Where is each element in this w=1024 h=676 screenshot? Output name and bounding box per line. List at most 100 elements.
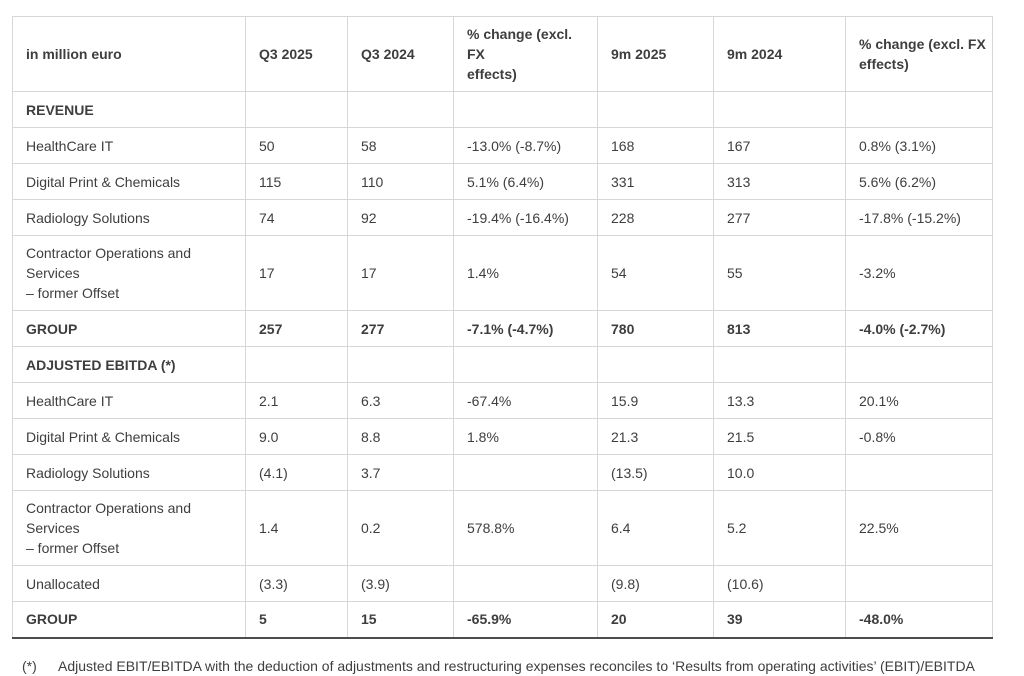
cell: -13.0% (-8.7%): [453, 127, 598, 164]
cell: (13.5): [597, 454, 714, 491]
table-row: Radiology Solutions (4.1) 3.7 (13.5) 10.0: [12, 454, 993, 491]
cell: [453, 346, 598, 383]
cell: 15.9: [597, 382, 714, 419]
column-header: Q3 2025: [245, 16, 348, 92]
cell: 5.6% (6.2%): [845, 163, 993, 200]
cell: (3.9): [347, 565, 454, 602]
row-label: Unallocated: [12, 565, 246, 602]
row-label: ADJUSTED EBITDA (*): [12, 346, 246, 383]
footnote-text: Adjusted EBIT/EBITDA with the deduction …: [58, 657, 975, 674]
cell: (3.3): [245, 565, 348, 602]
cell: 0.2: [347, 490, 454, 566]
cell: [453, 454, 598, 491]
cell: -17.8% (-15.2%): [845, 199, 993, 236]
cell: 0.8% (3.1%): [845, 127, 993, 164]
cell: 277: [713, 199, 846, 236]
row-label: Digital Print & Chemicals: [12, 418, 246, 455]
column-header: % change (excl. FX effects): [453, 16, 598, 92]
cell: 2.1: [245, 382, 348, 419]
cell: [713, 346, 846, 383]
cell: [845, 91, 993, 128]
cell: 54: [597, 235, 714, 311]
cell: [453, 565, 598, 602]
row-label: Contractor Operations and Services – for…: [12, 235, 246, 311]
cell: 115: [245, 163, 348, 200]
cell: [597, 346, 714, 383]
cell: [845, 454, 993, 491]
cell: 228: [597, 199, 714, 236]
row-label: GROUP: [12, 310, 246, 347]
cell: 168: [597, 127, 714, 164]
financial-results-table: in million euro Q3 2025 Q3 2024% change (e…: [12, 16, 993, 639]
cell: 58: [347, 127, 454, 164]
cell: -4.0% (-2.7%): [845, 310, 993, 347]
cell: 13.3: [713, 382, 846, 419]
cell: 21.5: [713, 418, 846, 455]
cell: 110: [347, 163, 454, 200]
column-header: % change (excl. FX effects): [845, 16, 993, 92]
cell: 5.1% (6.4%): [453, 163, 598, 200]
row-label: Contractor Operations and Services – for…: [12, 490, 246, 566]
cell: [453, 91, 598, 128]
cell: -3.2%: [845, 235, 993, 311]
row-label: Digital Print & Chemicals: [12, 163, 246, 200]
cell: 257: [245, 310, 348, 347]
table-row: Contractor Operations and Services – for…: [12, 235, 993, 311]
column-header: 9m 2024: [713, 16, 846, 92]
cell: [245, 346, 348, 383]
cell: -0.8%: [845, 418, 993, 455]
cell: (4.1): [245, 454, 348, 491]
cell: 1.4%: [453, 235, 598, 311]
table-body: REVENUE HealthCare IT 50 58 -13.0% (-8.7%) 16…: [12, 91, 993, 639]
cell: 6.4: [597, 490, 714, 566]
cell: -67.4%: [453, 382, 598, 419]
cell: [347, 346, 454, 383]
cell: 8.8: [347, 418, 454, 455]
cell: 167: [713, 127, 846, 164]
cell: 5.2: [713, 490, 846, 566]
table-row: HealthCare IT 50 58 -13.0% (-8.7%) 168 167 0.8…: [12, 127, 993, 164]
cell: 20.1%: [845, 382, 993, 419]
row-label: HealthCare IT: [12, 127, 246, 164]
table-row: Contractor Operations and Services – for…: [12, 490, 993, 566]
cell: 331: [597, 163, 714, 200]
column-header: Q3 2024: [347, 16, 454, 92]
cell: 55: [713, 235, 846, 311]
total-row: GROUP 257 277 -7.1% (-4.7%) 780 813 -4.0% (-2.…: [12, 310, 993, 347]
table-row: HealthCare IT 2.1 6.3 -67.4% 15.9 13.3 20.1%: [12, 382, 993, 419]
cell: 3.7: [347, 454, 454, 491]
cell: 17: [245, 235, 348, 311]
cell: 10.0: [713, 454, 846, 491]
section-row: REVENUE: [12, 91, 993, 128]
table-row: Digital Print & Chemicals 115 110 5.1% (6.4…: [12, 163, 993, 200]
column-header: in million euro: [12, 16, 246, 92]
section-row: ADJUSTED EBITDA (*): [12, 346, 993, 383]
row-label: Radiology Solutions: [12, 454, 246, 491]
cell: 9.0: [245, 418, 348, 455]
cell: -7.1% (-4.7%): [453, 310, 598, 347]
cell: 21.3: [597, 418, 714, 455]
table-row: Unallocated (3.3) (3.9) (9.8) (10.6): [12, 565, 993, 602]
cell: [713, 91, 846, 128]
cell: 578.8%: [453, 490, 598, 566]
cell: 92: [347, 199, 454, 236]
cell: [597, 91, 714, 128]
cell: [347, 91, 454, 128]
cell: -19.4% (-16.4%): [453, 199, 598, 236]
cell: [245, 91, 348, 128]
row-label: REVENUE: [12, 91, 246, 128]
footnote: (*) Adjusted EBIT/EBITDA with the deduct…: [12, 656, 1012, 676]
row-label: Radiology Solutions: [12, 199, 246, 236]
cell: 1.8%: [453, 418, 598, 455]
table-row: Radiology Solutions 74 92 -19.4% (-16.4%) 22…: [12, 199, 993, 236]
table-row: Digital Print & Chemicals 9.0 8.8 1.8% 21.3 2…: [12, 418, 993, 455]
cell: [845, 346, 993, 383]
cell: 780: [597, 310, 714, 347]
cell: [845, 565, 993, 602]
cell: 22.5%: [845, 490, 993, 566]
cell: 1.4: [245, 490, 348, 566]
cell: 813: [713, 310, 846, 347]
header-row: in million euro Q3 2025 Q3 2024% change (e…: [12, 16, 993, 92]
cell: 74: [245, 199, 348, 236]
column-header: 9m 2025: [597, 16, 714, 92]
